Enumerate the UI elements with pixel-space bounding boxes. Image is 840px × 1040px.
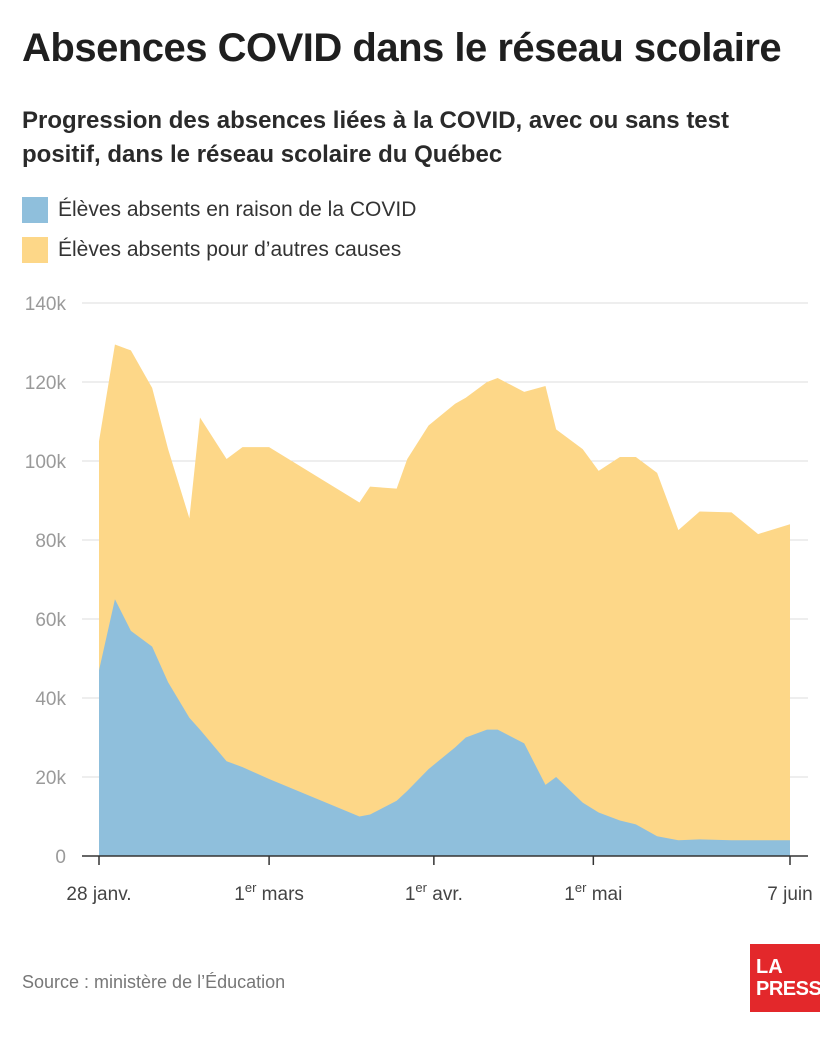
- legend-swatch-other: [22, 237, 48, 263]
- la-presse-logo: LA PRESSE: [750, 944, 835, 1012]
- y-tick-label: 40k: [35, 689, 66, 710]
- legend-label-other: Élèves absents pour d’autres causes: [58, 238, 402, 261]
- y-tick-label: 20k: [35, 768, 66, 789]
- series-area-covid: [99, 599, 790, 856]
- y-tick-label: 140k: [25, 294, 67, 315]
- chart-subtitle: Progression des absences liées à la COVI…: [22, 107, 729, 168]
- chart-title: Absences COVID dans le réseau scolaire: [22, 26, 782, 70]
- x-tick-label: 28 janv.: [66, 884, 131, 905]
- y-tick-label: 100k: [25, 452, 67, 473]
- logo-line-2: PRESSE: [756, 978, 835, 1000]
- y-tick-label: 120k: [25, 373, 67, 394]
- legend: Élèves absents en raison de la COVID Élè…: [22, 190, 416, 270]
- legend-label-covid: Élèves absents en raison de la COVID: [58, 198, 417, 221]
- legend-item-covid: Élèves absents en raison de la COVID: [22, 190, 416, 230]
- x-tick-label: 1er mai: [564, 880, 622, 905]
- series-area-other-causes: [99, 344, 790, 856]
- legend-swatch-covid: [22, 197, 48, 223]
- x-tick-label: 1er avr.: [405, 880, 463, 905]
- y-tick-label: 80k: [35, 531, 66, 552]
- x-tick-label: 7 juin: [767, 884, 812, 905]
- logo-line-1: LA: [756, 956, 783, 978]
- y-tick-label: 0: [55, 847, 66, 868]
- area-chart: 0 20k 40k 60k 80k 100k 120k 140k 28 janv. 1er mar…: [25, 294, 813, 905]
- legend-item-other: Élèves absents pour d’autres causes: [22, 230, 416, 270]
- source-note: Source : ministère de l’Éducation: [22, 972, 286, 992]
- x-tick-label: 1er mars: [234, 880, 304, 905]
- y-tick-label: 60k: [35, 610, 66, 631]
